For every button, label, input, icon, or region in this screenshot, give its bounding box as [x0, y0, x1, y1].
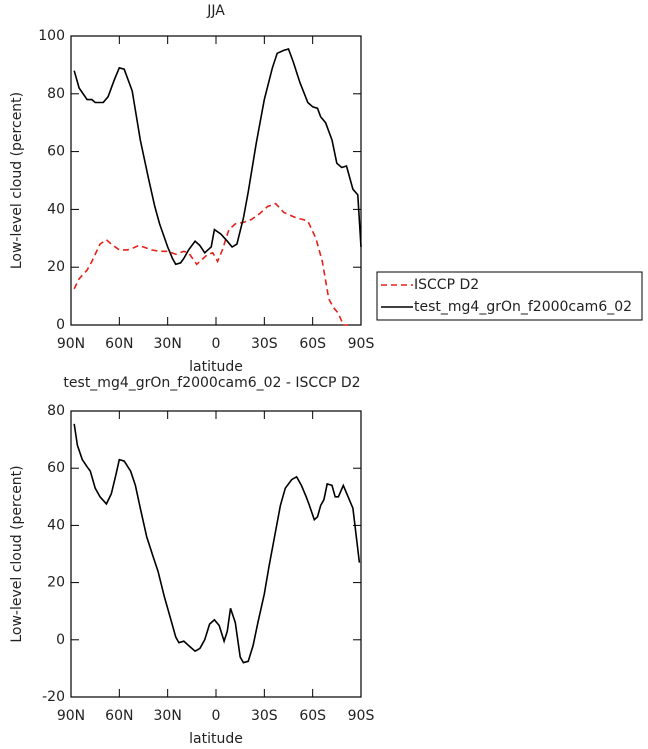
- x-tick-label: 90N: [57, 708, 85, 724]
- y-tick-label: 40: [47, 201, 65, 217]
- y-tick-label: 40: [47, 517, 65, 533]
- x-tick-label: 0: [212, 708, 221, 724]
- y-tick-label: 60: [47, 460, 65, 476]
- data-line: [73, 202, 349, 326]
- x-tick-label: 90S: [348, 708, 375, 724]
- x-tick-label: 60N: [105, 336, 133, 352]
- y-tick-label: 60: [47, 144, 65, 160]
- y-tick-label: 20: [47, 259, 65, 275]
- legend-label: test_mg4_grOn_f2000cam6_02: [414, 299, 632, 315]
- data-line: [73, 48, 362, 266]
- y-tick-label: 100: [38, 28, 65, 44]
- chart-title: JJA: [206, 3, 225, 19]
- x-tick-label: 30S: [251, 708, 278, 724]
- y-axis-label: Low-level cloud (percent): [9, 92, 25, 269]
- y-tick-label: 80: [47, 86, 65, 102]
- y-tick-label: 80: [47, 403, 65, 419]
- plot-frame: [70, 410, 362, 698]
- x-axis-label: latitude: [189, 359, 243, 375]
- x-tick-label: 90N: [57, 336, 85, 352]
- y-axis-label: Low-level cloud (percent): [9, 465, 25, 642]
- x-tick-label: 0: [212, 336, 221, 352]
- x-tick-label: 30S: [251, 336, 278, 352]
- x-tick-label: 60N: [105, 708, 133, 724]
- legend-box: [376, 271, 643, 321]
- x-tick-label: 60S: [299, 708, 326, 724]
- x-tick-label: 90S: [348, 336, 375, 352]
- y-tick-label: -20: [42, 689, 65, 705]
- data-line: [73, 423, 361, 664]
- x-tick-label: 30N: [154, 336, 182, 352]
- y-tick-label: 20: [47, 575, 65, 591]
- x-tick-label: 60S: [299, 336, 326, 352]
- chart-title: test_mg4_grOn_f2000cam6_02 - ISCCP D2: [63, 375, 360, 391]
- x-axis-label: latitude: [189, 731, 243, 747]
- y-tick-label: 0: [56, 632, 65, 648]
- x-tick-label: 30N: [154, 708, 182, 724]
- legend-label: ISCCP D2: [414, 277, 479, 293]
- y-tick-label: 0: [56, 317, 65, 333]
